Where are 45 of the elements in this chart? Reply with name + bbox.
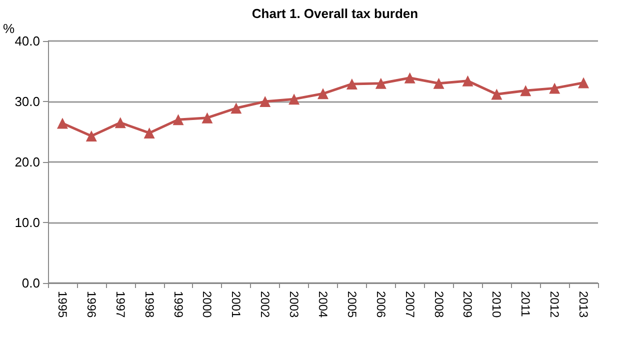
x-tick-label: 2011 bbox=[518, 291, 533, 318]
x-tick-label: 1995 bbox=[55, 291, 70, 318]
point bbox=[288, 94, 300, 105]
point bbox=[172, 114, 184, 126]
x-tick-label: 2003 bbox=[287, 291, 302, 318]
x-tick-label: 1997 bbox=[113, 291, 128, 318]
point bbox=[86, 130, 97, 142]
point bbox=[462, 75, 474, 86]
point bbox=[346, 78, 358, 90]
point bbox=[491, 88, 502, 100]
x-tick-label: 1996 bbox=[84, 291, 98, 318]
point bbox=[202, 112, 213, 124]
point bbox=[375, 78, 386, 89]
point bbox=[433, 78, 444, 89]
point bbox=[404, 72, 416, 84]
y-tick-label: 0.0 bbox=[22, 276, 40, 290]
x-tick-label: 2006 bbox=[374, 291, 388, 318]
y-tick-label: 40.0 bbox=[14, 34, 40, 48]
x-tick-label: 2013 bbox=[576, 291, 591, 318]
x-tick-label: 2004 bbox=[316, 291, 330, 318]
point bbox=[230, 102, 242, 114]
point bbox=[549, 82, 560, 94]
point bbox=[578, 77, 590, 88]
x-tick-label: 2008 bbox=[432, 291, 446, 318]
x-tick-label: 2001 bbox=[229, 291, 244, 318]
y-tick-label: 10.0 bbox=[14, 215, 40, 230]
point bbox=[114, 117, 126, 128]
x-tick-label: 2009 bbox=[460, 291, 475, 318]
x-tick-label: 1999 bbox=[171, 291, 186, 318]
point bbox=[260, 96, 271, 107]
x-tick-label: 2002 bbox=[258, 291, 272, 318]
x-tick-label: 2005 bbox=[344, 291, 359, 318]
x-tick-label: 2000 bbox=[200, 291, 214, 318]
x-tick-label: 1998 bbox=[142, 291, 156, 318]
y-tick-label: 20.0 bbox=[14, 154, 40, 170]
point bbox=[318, 88, 328, 100]
y-tick-label: 30.0 bbox=[14, 94, 40, 109]
y-axis-title: % bbox=[3, 21, 15, 36]
point bbox=[56, 118, 68, 129]
x-tick-label: 2007 bbox=[402, 291, 417, 318]
point bbox=[144, 127, 155, 138]
x-tick-label: 2010 bbox=[490, 291, 504, 318]
chart-title: Chart 1. Overall tax burden bbox=[252, 6, 418, 21]
point bbox=[520, 85, 532, 96]
x-tick-label: 2012 bbox=[548, 291, 562, 318]
